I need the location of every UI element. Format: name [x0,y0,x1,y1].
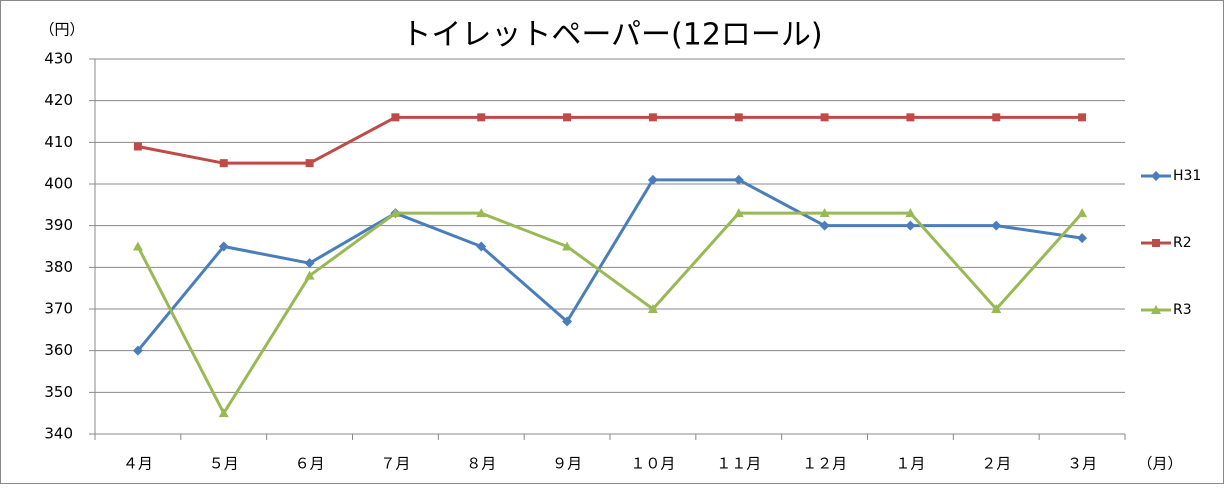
marker [1152,239,1160,247]
marker [906,113,915,122]
marker [562,316,573,327]
x-tick-label: ６月 [295,455,325,473]
marker [305,159,314,168]
marker [820,113,829,122]
marker [476,241,487,252]
chart-title: トイレットペーパー(12ロール) [401,18,822,53]
y-tick-label: 380 [44,258,73,276]
marker [1151,305,1161,314]
marker [132,241,143,251]
series-line [137,115,1083,165]
y-tick-label: 420 [44,91,73,109]
marker [991,304,1002,313]
x-tick-label: １月 [895,455,925,473]
x-tick-label: ３月 [1067,455,1097,473]
x-tick-label: ８月 [466,455,496,473]
marker [562,241,573,251]
x-tick-label: １０月 [630,455,675,473]
marker [133,142,142,151]
x-tick-label: １１月 [716,455,761,473]
marker [304,258,315,269]
series-line [136,211,1084,415]
marker [647,174,658,185]
y-tick-label: 350 [44,383,73,401]
marker [476,208,487,218]
marker [905,220,916,231]
series-line [136,178,1083,352]
legend-label: R2 [1173,235,1192,251]
marker [1151,171,1161,181]
marker [219,159,228,168]
x-tick-label: １２月 [802,455,847,473]
marker [477,113,486,122]
marker [1077,233,1088,244]
marker [1078,113,1087,122]
marker [819,208,830,218]
x-tick-label: ９月 [552,455,582,473]
marker [390,208,401,218]
y-tick-label: 410 [44,133,73,151]
marker [132,345,143,356]
marker [734,113,743,122]
x-tick-label: ２月 [981,455,1011,473]
marker [391,113,400,122]
marker [304,270,315,280]
y-tick-label: 370 [44,300,73,318]
x-tick-label: ７月 [380,455,410,473]
marker [733,208,744,218]
y-tick-label: 340 [44,425,73,443]
legend-label: H31 [1173,168,1201,184]
y-tick-label: 400 [44,175,73,193]
marker [733,174,744,185]
marker [991,220,1002,231]
y-axis-label: （円） [39,21,84,39]
marker [647,304,658,313]
x-tick-label: ４月 [123,455,153,473]
y-tick-label: 430 [44,50,73,68]
marker [563,113,572,122]
marker [992,113,1001,122]
marker [218,408,229,418]
marker [819,220,830,231]
x-tick-label: ５月 [209,455,239,473]
marker [648,113,657,122]
marker [218,241,229,252]
marker [905,208,916,218]
y-tick-label: 390 [44,216,73,234]
y-tick-label: 360 [44,341,73,359]
legend-label: R3 [1173,302,1192,318]
marker [1077,208,1088,218]
x-axis-label: （月） [1137,455,1182,473]
